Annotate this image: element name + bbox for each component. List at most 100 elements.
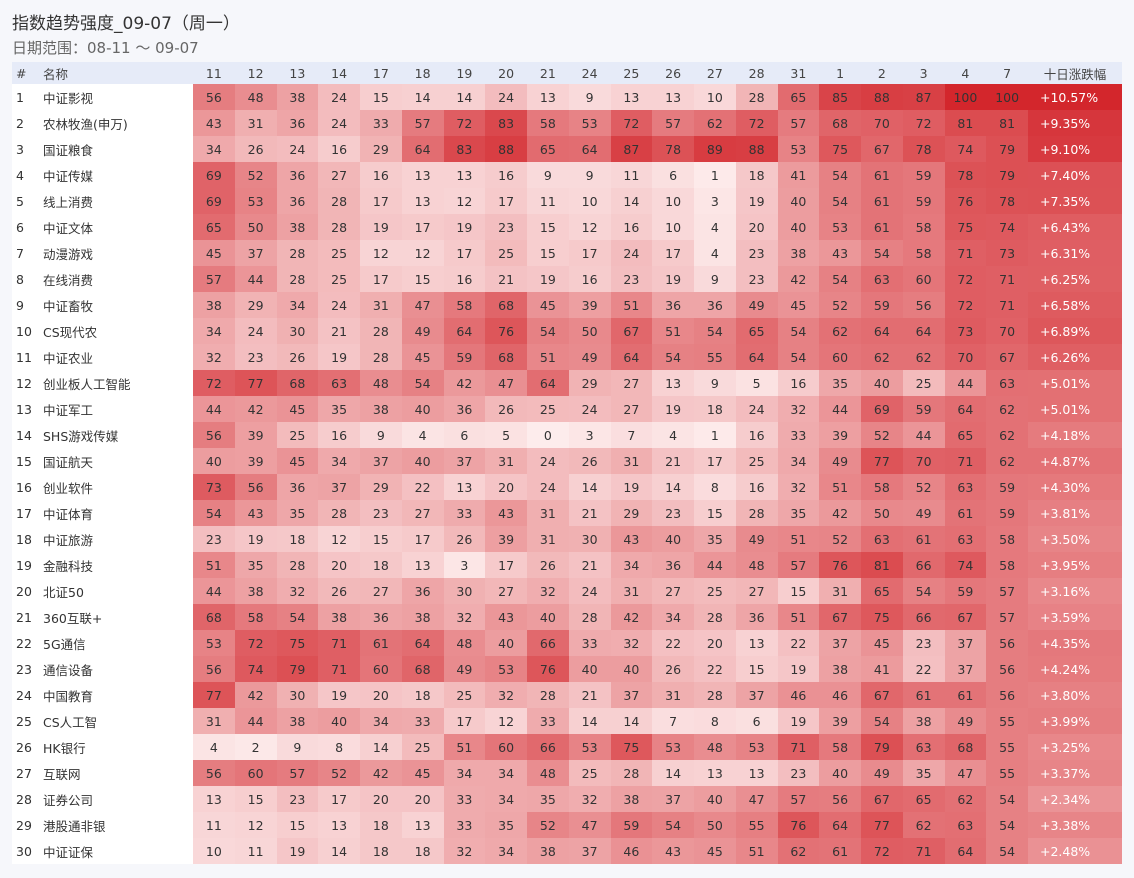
heat-cell: 31 — [610, 448, 653, 474]
heat-cell: 47 — [568, 812, 611, 838]
heat-cell: 45 — [193, 240, 235, 266]
heat-cell: 28 — [360, 318, 402, 344]
heat-cell: 71 — [986, 266, 1028, 292]
heat-cell: 54 — [652, 812, 694, 838]
row: 1 中证影视 56 48 38 24 15 14 14 24 13 9 13 13 10 28 65 85 88 87… — [12, 84, 1122, 110]
heat-cell: 5 — [485, 422, 527, 448]
heat-cell: 47 — [401, 292, 444, 318]
heat-cell: 40 — [777, 188, 820, 214]
heat-cell: 49 — [735, 526, 778, 552]
heat-cell: 57 — [652, 110, 694, 136]
heat-cell: 21 — [568, 552, 611, 578]
heat-cell: 36 — [276, 188, 319, 214]
heat-cell: 47 — [735, 786, 778, 812]
heat-cell: 45 — [527, 292, 569, 318]
heat-cell: 34 — [443, 760, 486, 786]
heat-cell: 25 — [443, 682, 486, 708]
rank: 28 — [12, 786, 37, 812]
heat-cell: 62 — [986, 422, 1028, 448]
heat-cell: 51 — [610, 292, 653, 318]
row: 24 中国教育 77 42 30 19 20 18 25 32 28 21 37 31 28 37 46 46 67… — [12, 682, 1122, 708]
heat-cell: 28 — [694, 604, 736, 630]
heat-cell: 29 — [610, 500, 653, 526]
heat-cell: 72 — [234, 630, 277, 656]
change: +6.26% — [1028, 344, 1122, 370]
heat-cell: 2 — [234, 734, 277, 760]
heat-cell: 71 — [944, 240, 987, 266]
heat-cell: 81 — [944, 110, 987, 136]
name: 中证畜牧 — [37, 292, 193, 318]
heat-cell: 28 — [568, 604, 611, 630]
heat-cell: 44 — [193, 578, 235, 604]
heat-cell: 20 — [360, 682, 402, 708]
heat-cell: 24 — [318, 292, 360, 318]
heat-cell: 21 — [652, 448, 694, 474]
heat-cell: 61 — [944, 682, 987, 708]
change: +7.40% — [1028, 162, 1122, 188]
heat-cell: 60 — [234, 760, 277, 786]
change: +5.01% — [1028, 396, 1122, 422]
heat-cell: 65 — [861, 578, 903, 604]
heat-cell: 4 — [652, 422, 694, 448]
heat-cell: 54 — [986, 838, 1028, 864]
heat-cell: 9 — [360, 422, 402, 448]
heat-cell: 28 — [735, 84, 778, 110]
heat-cell: 15 — [777, 578, 820, 604]
heat-cell: 45 — [777, 292, 820, 318]
heat-cell: 3 — [443, 552, 486, 578]
row: 23 通信设备 56 74 79 71 60 68 49 53 76 40 40 26 22 15 19 38 41… — [12, 656, 1122, 682]
heat-cell: 54 — [986, 812, 1028, 838]
heat-cell: 17 — [443, 708, 486, 734]
heat-cell: 15 — [527, 240, 569, 266]
heat-cell: 56 — [986, 656, 1028, 682]
heat-cell: 12 — [443, 188, 486, 214]
rank: 14 — [12, 422, 37, 448]
heat-cell: 24 — [318, 84, 360, 110]
heat-cell: 26 — [485, 396, 527, 422]
heat-cell: 57 — [777, 786, 820, 812]
heat-cell: 75 — [610, 734, 653, 760]
name: 证券公司 — [37, 786, 193, 812]
heat-cell: 43 — [193, 110, 235, 136]
heat-cell: 40 — [568, 656, 611, 682]
heat-cell: 13 — [652, 370, 694, 396]
heat-cell: 52 — [527, 812, 569, 838]
heat-cell: 41 — [777, 162, 820, 188]
heat-cell: 78 — [944, 162, 987, 188]
heat-cell: 27 — [360, 578, 402, 604]
heat-cell: 13 — [610, 84, 653, 110]
rank: 13 — [12, 396, 37, 422]
heat-cell: 56 — [193, 760, 235, 786]
heat-cell: 53 — [819, 214, 861, 240]
heat-cell: 33 — [443, 500, 486, 526]
heat-cell: 22 — [652, 630, 694, 656]
heat-cell: 67 — [610, 318, 653, 344]
change: +4.24% — [1028, 656, 1122, 682]
heat-cell: 37 — [944, 656, 987, 682]
heat-cell: 45 — [401, 760, 444, 786]
heat-cell: 54 — [819, 266, 861, 292]
heat-cell: 32 — [443, 838, 486, 864]
heat-cell: 14 — [652, 760, 694, 786]
heat-cell: 75 — [944, 214, 987, 240]
heat-cell: 43 — [485, 604, 527, 630]
header-date: 11 — [193, 62, 235, 84]
heat-cell: 11 — [234, 838, 277, 864]
heat-cell: 62 — [861, 344, 903, 370]
heat-cell: 67 — [861, 682, 903, 708]
heat-cell: 60 — [360, 656, 402, 682]
heat-cell: 52 — [318, 760, 360, 786]
row: 13 中证军工 44 42 45 35 38 40 36 26 25 24 27 19 18 24 32 44 69… — [12, 396, 1122, 422]
heat-cell: 56 — [193, 422, 235, 448]
heat-cell: 36 — [735, 604, 778, 630]
heat-cell: 49 — [443, 656, 486, 682]
heat-cell: 16 — [777, 370, 820, 396]
heat-cell: 33 — [777, 422, 820, 448]
heat-cell: 16 — [318, 422, 360, 448]
heat-cell: 65 — [527, 136, 569, 162]
heat-cell: 40 — [401, 396, 444, 422]
heat-cell: 37 — [234, 240, 277, 266]
heat-cell: 78 — [652, 136, 694, 162]
heat-cell: 69 — [861, 396, 903, 422]
heat-cell: 3 — [694, 188, 736, 214]
